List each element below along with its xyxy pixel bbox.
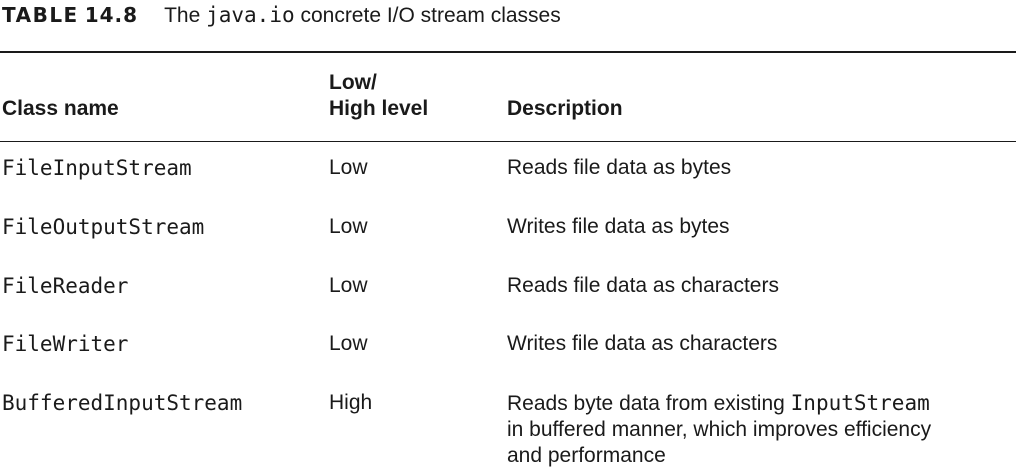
table-label: TABLE [2,3,79,27]
table-top-rule [0,51,1016,53]
class-name-cell: BufferedInputStream [2,391,243,415]
header-description: Description [507,97,623,120]
class-name-cell: FileReader [2,274,129,298]
description-line: Reads byte data from existing InputStrea… [507,390,931,417]
level-cell: Low [329,215,368,238]
header-level-line1: Low/ [329,71,377,94]
table-title-code: java.io [206,3,295,27]
description-line: in buffered manner, which improves effic… [507,418,932,441]
level-cell: Low [329,274,368,297]
level-cell: High [329,391,373,414]
table-title-prefix: The [164,4,207,27]
table-row: BufferedInputStream High Reads byte data… [0,390,1016,470]
table-number: 14.8 [84,3,139,27]
description-cell: Writes file data as bytes [507,215,730,238]
description-cell: Reads byte data from existing InputStrea… [507,390,931,469]
header-level-line2: High level [329,97,429,120]
description-text: Reads byte data from existing [507,392,791,415]
table-row: FileReader Low Reads file data as charac… [0,273,1016,299]
table-row: FileWriter Low Writes file data as chara… [0,331,1016,357]
table-row: FileInputStream Low Reads file data as b… [0,155,1016,181]
description-cell: Reads file data as characters [507,274,779,297]
class-name-cell: FileInputStream [2,156,192,180]
table-title: The java.io concrete I/O stream classes [164,3,561,27]
description-code: InputStream [790,391,930,415]
level-cell: Low [329,156,368,179]
table-row: FileOutputStream Low Writes file data as… [0,214,1016,240]
header-class-name: Class name [2,97,119,120]
class-name-cell: FileWriter [2,332,129,356]
description-cell: Writes file data as characters [507,332,778,355]
class-name-cell: FileOutputStream [2,215,205,239]
table-caption: TABLE 14.8 The java.io concrete I/O stream… [2,2,561,29]
header-level: Low/ High level [329,70,428,122]
description-cell: Reads file data as bytes [507,156,732,179]
table-header-rule [0,141,1016,142]
description-line: and performance [507,444,666,467]
table-title-suffix: concrete I/O stream classes [294,4,561,27]
level-cell: Low [329,332,368,355]
